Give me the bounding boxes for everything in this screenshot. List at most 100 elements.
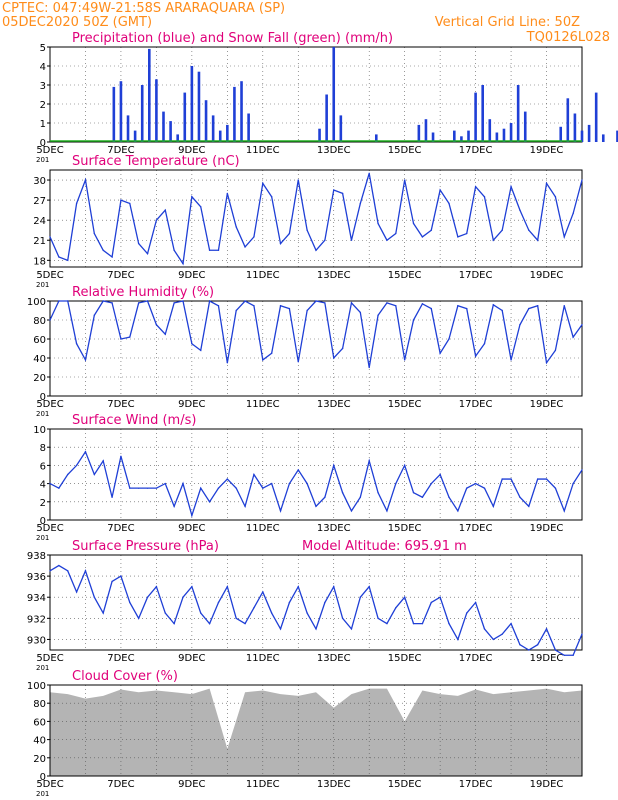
data-point [483,628,486,630]
chart-panel-4: Surface Wind (m/s) 0 2 4 6 8 10 5DEC 7DEC 9DEC 11D… [33,413,583,542]
panel-title: Precipitation (blue) and Snow Fall (gree… [72,31,393,46]
data-point [492,505,495,508]
x-tick-label: 13DEC [317,270,351,281]
data-point [324,302,326,304]
data-point [439,189,441,191]
x-tick-label: 13DEC [317,523,351,534]
data-point [368,366,370,369]
data-point [368,172,370,175]
data-point [572,654,574,656]
precip-bar [183,92,187,142]
precip-bar [573,113,577,142]
data-point [306,482,308,485]
data-point [403,359,406,361]
data-point [182,482,184,485]
precip-bar [155,79,158,142]
data-point [448,622,450,625]
x-tick-label: 5DEC [36,270,63,281]
data-point [341,192,344,195]
chart-panel-1: Precipitation (blue) and Snow Fall (gree… [36,31,618,164]
data-point [217,487,220,489]
x-tick-label: 15DEC [388,145,422,156]
y-tick-label: 100 [27,681,46,692]
data-point [333,357,335,359]
data-point [137,487,140,489]
data-point [421,236,424,238]
y-tick-label: 40 [33,354,46,365]
data-point [129,487,131,489]
y-tick-label: 80 [33,699,46,710]
data-point [226,192,229,195]
data-point [235,226,237,228]
data-point [137,617,140,620]
plot-frame [49,169,583,268]
data-point [244,505,246,508]
x-tick-label: 5DEC [36,779,63,790]
precip-bar [240,81,243,142]
x-axis-year-stub: 201 [36,410,49,418]
data-point [137,242,140,245]
x-tick-label: 11DEC [246,653,280,664]
data-point [191,585,193,588]
data-point [572,336,574,338]
data-point [315,505,317,508]
data-point [102,249,104,251]
x-tick-label: 15DEC [388,523,422,534]
data-point [120,338,122,340]
precip-bar [162,111,165,142]
data-point [501,633,503,635]
data-point [333,585,335,588]
data-point [536,239,539,241]
data-point [93,232,96,235]
x-axis-year-stub: 201 [36,790,49,798]
data-point [235,617,237,620]
precip-bar [218,130,222,142]
y-tick-label: 40 [33,736,46,747]
y-tick-label: 934 [27,593,46,604]
x-tick-label: 17DEC [459,523,493,534]
data-point [84,451,87,453]
data-point [457,236,459,238]
data-point [244,300,246,302]
chart-panel-6: Cloud Cover (%) 0 20 40 60 80 100 5DEC 7DEC 9DEC 1… [27,669,583,798]
precip-bar [233,86,236,142]
y-tick-label: 30 [33,176,46,187]
data-point [111,580,113,583]
data-point [324,496,326,498]
x-tick-label: 19DEC [530,653,564,664]
x-tick-label: 13DEC [317,653,351,664]
data-point [191,196,193,198]
data-point [129,202,131,205]
y-tick-label: 936 [27,572,46,583]
precip-bar [516,85,520,142]
x-tick-label: 7DEC [107,653,134,664]
precip-bar [559,126,563,142]
data-point [395,305,397,307]
data-point [448,496,450,498]
y-tick-label: 6 [40,461,46,472]
data-point [315,300,317,302]
data-point [466,232,468,235]
data-point [536,478,539,480]
data-point [324,239,326,241]
data-point [182,300,184,302]
data-point [315,249,317,251]
data-point [333,464,335,467]
precip-bar [374,134,378,142]
chart-panel-2: Surface Temperature (nC) 18 21 24 27 30 5DEC 7D… [33,154,583,289]
precip-bar [481,85,484,142]
data-point [58,256,60,258]
y-tick-label: 20 [33,373,46,384]
data-point [173,505,175,508]
data-point [93,473,96,476]
precip-bar [587,124,591,142]
data-point [226,585,229,588]
precip-bar [148,48,151,142]
data-point [395,482,397,485]
data-point [324,601,326,604]
precip-bar [325,94,328,142]
y-tick-label: 0 [40,138,46,149]
data-point [93,314,96,316]
x-tick-label: 9DEC [178,270,205,281]
y-tick-label: 8 [40,443,46,454]
